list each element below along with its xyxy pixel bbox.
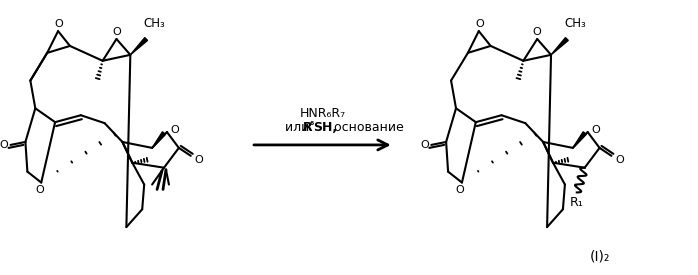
Text: CH₃: CH₃	[143, 17, 165, 30]
Text: O: O	[420, 140, 429, 150]
Text: HNR₆R₇: HNR₆R₇	[299, 107, 346, 120]
Text: O: O	[54, 19, 64, 29]
Text: CH₃: CH₃	[564, 17, 586, 30]
Text: R₁: R₁	[570, 196, 584, 209]
Text: O: O	[35, 185, 44, 196]
Text: (I)₂: (I)₂	[589, 250, 610, 264]
Text: ₆: ₆	[309, 117, 314, 127]
Text: O: O	[591, 125, 600, 135]
Polygon shape	[551, 38, 568, 55]
Text: SH,: SH,	[313, 121, 338, 134]
Text: O: O	[475, 19, 484, 29]
Text: O: O	[615, 155, 624, 165]
Text: основание: основание	[330, 121, 404, 134]
Text: O: O	[112, 27, 121, 37]
Polygon shape	[152, 132, 165, 148]
Text: O: O	[0, 140, 8, 150]
Text: O: O	[194, 155, 203, 165]
Text: или: или	[285, 121, 313, 134]
Text: R: R	[302, 121, 312, 134]
Polygon shape	[131, 38, 147, 55]
Polygon shape	[573, 132, 586, 148]
Text: O: O	[170, 125, 179, 135]
Text: O: O	[456, 185, 464, 196]
Text: O: O	[533, 27, 542, 37]
